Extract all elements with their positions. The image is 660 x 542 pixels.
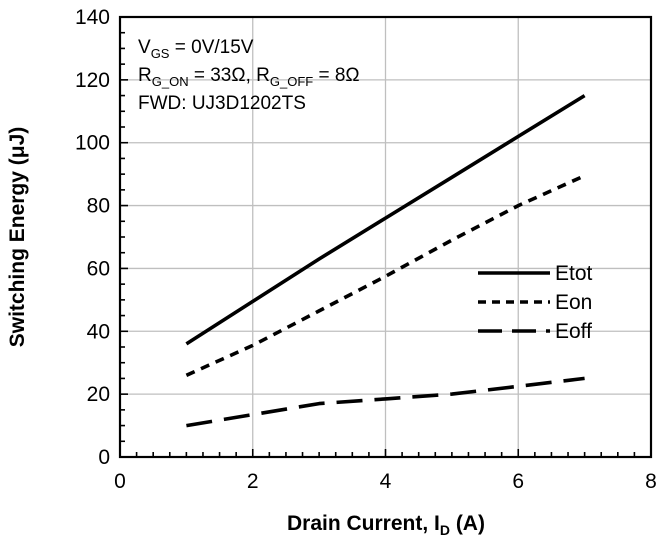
y-tick-label: 60 <box>87 257 110 280</box>
y-tick-label: 100 <box>75 132 110 155</box>
legend-label-etot: Etot <box>555 262 593 285</box>
y-tick-label: 80 <box>87 195 110 218</box>
series-line-etot <box>185 94 586 346</box>
series-line-eoff <box>186 376 585 428</box>
legend: Etot Eon Eoff <box>478 262 593 343</box>
series-line-eon <box>185 174 586 377</box>
data-series <box>185 94 586 428</box>
x-axis-title: Drain Current, ID (A) <box>287 512 485 538</box>
x-tick-label: 4 <box>380 470 392 493</box>
y-tick-label: 120 <box>75 69 110 92</box>
y-tick-label: 0 <box>98 446 110 469</box>
x-tick-label: 0 <box>114 470 126 493</box>
condition-annotation: FWD: UJ3D1202TS <box>138 93 306 114</box>
y-tick-label: 20 <box>87 383 110 406</box>
x-tick-label: 8 <box>645 470 657 493</box>
x-tick-label: 2 <box>247 470 259 493</box>
x-axis-title-unit: (A) <box>450 512 485 535</box>
axes <box>118 15 653 459</box>
legend-label-eon: Eon <box>555 291 592 314</box>
x-axis-title-sub: D <box>440 522 450 538</box>
legend-label-eoff: Eoff <box>555 320 592 343</box>
condition-annotation: VGS = 0V/15V <box>138 37 254 61</box>
y-tick-label: 40 <box>87 320 110 343</box>
x-tick-label: 6 <box>512 470 524 493</box>
condition-annotations: VGS = 0V/15V RG_ON = 33Ω, RG_OFF = 8Ω FWD:… <box>138 37 360 114</box>
y-tick-label: 140 <box>75 6 110 29</box>
x-axis-title-main: Drain Current, I <box>287 512 440 535</box>
y-axis-title: Switching Energy (μJ) <box>6 127 29 348</box>
condition-annotation: RG_ON = 33Ω, RG_OFF = 8Ω <box>138 65 360 89</box>
